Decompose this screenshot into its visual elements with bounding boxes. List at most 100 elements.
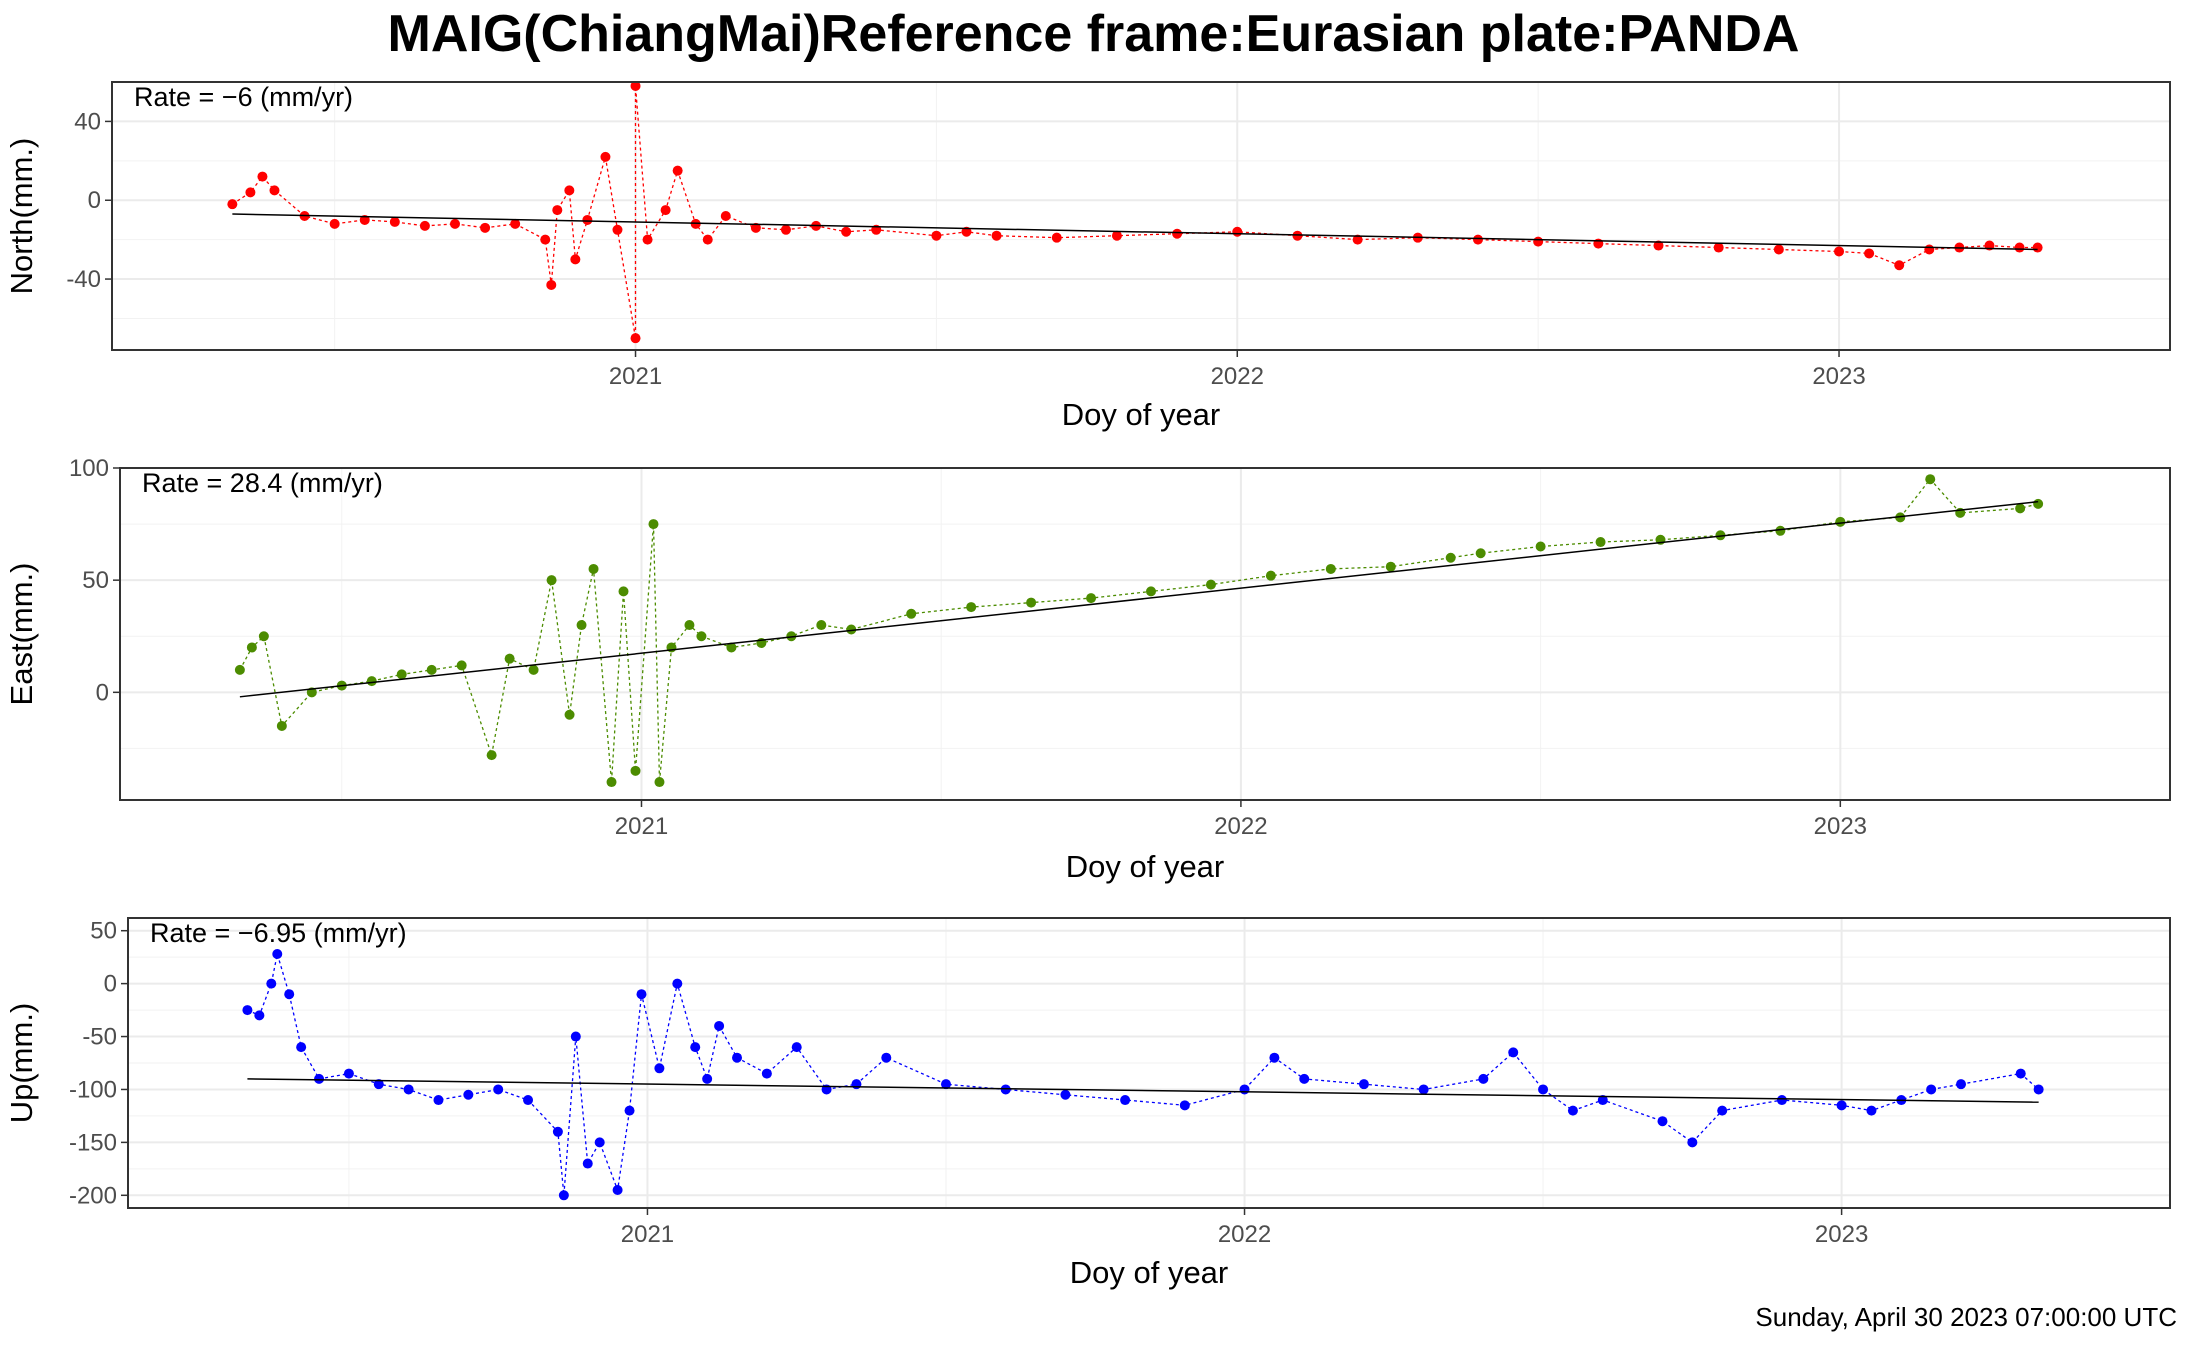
x-tick-label: 2021 [621, 1221, 674, 1248]
data-point [726, 642, 737, 653]
y-tick-label: 40 [74, 108, 101, 135]
plot-background [120, 468, 2170, 800]
data-point [1567, 1105, 1578, 1116]
data-point [1535, 541, 1546, 552]
data-point [1051, 232, 1062, 243]
data-point [702, 1073, 713, 1084]
data-point [1179, 1100, 1190, 1111]
data-point [1834, 246, 1845, 257]
data-point [1836, 1100, 1847, 1111]
data-point [606, 777, 617, 788]
data-point [396, 669, 407, 680]
data-point [504, 653, 515, 664]
data-point [272, 948, 283, 959]
data-point [234, 664, 245, 675]
y-tick-label: -50 [82, 1024, 117, 1051]
data-point [881, 1052, 892, 1063]
panel-border [111, 81, 2171, 351]
data-point [359, 214, 370, 225]
panel-east: 100 50 0 2021 2022 2023 Doy of year East(mm.) Ra… [4, 455, 2171, 884]
data-point [570, 1031, 581, 1042]
data-point [624, 1105, 635, 1116]
y-tick-label: 0 [104, 971, 117, 998]
data-point [564, 185, 575, 196]
data-point [2015, 503, 2026, 514]
data-point [314, 1073, 325, 1084]
data-point [618, 586, 629, 597]
data-point [456, 660, 467, 671]
data-point [720, 211, 731, 221]
data-point [1773, 244, 1784, 255]
data-point [1533, 236, 1544, 247]
data-point [343, 1068, 354, 1079]
chart-title: MAIG(ChiangMai)Reference frame:Eurasian … [387, 5, 1800, 63]
data-point [1595, 537, 1606, 548]
data-point [714, 1020, 725, 1031]
data-point [1775, 525, 1786, 536]
panel-border [127, 917, 2171, 1209]
data-point [258, 631, 269, 642]
data-point [1713, 242, 1724, 253]
data-point [284, 989, 295, 1000]
plot-background [112, 82, 2170, 350]
data-point [1358, 1079, 1369, 1090]
data-point [510, 218, 521, 229]
data-point [493, 1084, 504, 1095]
data-point [846, 624, 857, 635]
data-point [816, 620, 827, 631]
y-tick-label: -150 [69, 1129, 117, 1156]
x-tick-label: 2022 [1214, 813, 1267, 840]
data-point [1597, 1095, 1608, 1106]
data-point [1925, 474, 1936, 485]
data-point [1653, 240, 1664, 251]
x-tick-label: 2022 [1211, 363, 1264, 390]
data-point [433, 1095, 444, 1106]
data-point [373, 1079, 384, 1090]
data-point [329, 218, 340, 229]
data-point [296, 1042, 307, 1053]
data-point [1445, 552, 1456, 563]
x-tick-label: 2023 [1812, 363, 1865, 390]
data-point [2032, 242, 2043, 253]
data-point [1060, 1089, 1071, 1100]
x-tick-label: 2022 [1218, 1221, 1271, 1248]
data-point [486, 750, 497, 761]
data-point [1111, 230, 1122, 241]
data-point [564, 709, 575, 720]
trend-line [239, 500, 2039, 698]
x-axis-title: Doy of year [1066, 849, 1225, 884]
data-point [2033, 1084, 2044, 1095]
y-tick-label: -40 [66, 266, 101, 293]
x-axis-title: Doy of year [1070, 1255, 1229, 1290]
data-point [660, 205, 671, 216]
panel-border [119, 467, 2171, 801]
data-point [1385, 561, 1396, 572]
data-point [1299, 1073, 1310, 1084]
data-point [588, 563, 599, 574]
data-point [552, 205, 563, 216]
data-point [1538, 1084, 1549, 1095]
timestamp: Sunday, April 30 2023 07:00:00 UTC [1755, 1302, 2177, 1332]
data-point [654, 1063, 665, 1074]
data-point [2033, 498, 2044, 509]
data-point [648, 519, 659, 530]
x-tick-label: 2023 [1815, 1221, 1868, 1248]
data-point [780, 224, 791, 235]
data-point [931, 230, 942, 241]
panel-north: 40 0 -40 2021 2022 2023 Doy of year North(mm.) R… [4, 80, 2171, 432]
data-point [523, 1095, 534, 1106]
rate-annotation: Rate = 28.4 (mm/yr) [142, 468, 383, 498]
x-tick-label: 2023 [1814, 813, 1867, 840]
data-point [961, 226, 972, 237]
data-point [732, 1052, 743, 1063]
data-point [761, 1068, 772, 1079]
data-point [841, 226, 852, 237]
data-point [257, 171, 268, 182]
data-point [540, 234, 551, 245]
y-axis-title: North(mm.) [4, 138, 39, 295]
data-point [654, 777, 665, 788]
data-point [450, 218, 460, 229]
data-point [1472, 234, 1483, 245]
data-point [630, 80, 641, 91]
